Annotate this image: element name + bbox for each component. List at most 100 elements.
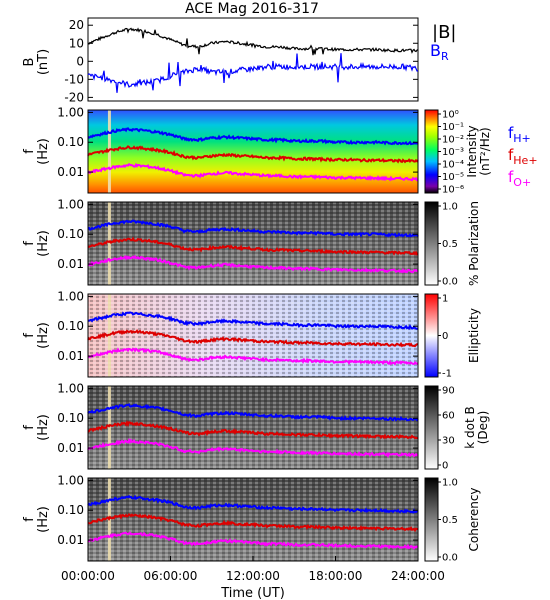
colorbar-tick-label: 0.0 (442, 553, 458, 564)
colorbar-tick-label: 10⁻⁵ (442, 172, 464, 183)
colorbar-tick-label: 0.5 (442, 239, 458, 250)
colorbar-tick-label: 60 (442, 411, 455, 422)
freq-line-o (87, 531, 419, 550)
f-tick-label: 1.00 (57, 289, 84, 303)
time-axis: 00:00:00 06:00:00 12:00:00 18:00:00 24:00:00 (61, 556, 445, 583)
spectrogram-background (88, 110, 418, 193)
legend-br: BR (430, 41, 449, 63)
f-tick-label: 0.01 (57, 533, 84, 547)
f-yunit: (Hz) (36, 414, 51, 441)
f-tick-label: 0.10 (57, 227, 84, 241)
legend-bmag: |B| (432, 22, 456, 43)
f-tick-label: 0.10 (57, 503, 84, 517)
f-ylabel: f (22, 241, 37, 246)
colorbar-tick-label: -1 (442, 369, 452, 380)
colorbar-tick-label: 0 (442, 461, 448, 472)
data-gap-stripe (107, 386, 111, 469)
colorbar-tick-label: 10⁻⁶ (442, 185, 464, 196)
colorbar-tick-label: 1.0 (442, 202, 458, 213)
b-tick-label: 0 (76, 54, 84, 68)
freq-line-he (87, 236, 419, 256)
freq-line-o (87, 347, 419, 366)
time-tick-label: 24:00:00 (391, 569, 445, 583)
colorbar-tick-label: 1.0 (442, 478, 458, 489)
colorbar (424, 477, 439, 562)
colorbar-label: % Polarization (467, 201, 481, 286)
freq-line-h (87, 311, 419, 331)
colorbar-label: k dot B (463, 406, 477, 448)
time-tick-label: 00:00:00 (61, 569, 115, 583)
b-panel-frame (87, 17, 419, 102)
freq-line-he (87, 329, 418, 348)
time-tick-label: 06:00:00 (144, 569, 198, 583)
colorbar-tick-label: 90 (442, 386, 455, 397)
colorbar-tick-label: 10⁻⁴ (442, 160, 464, 171)
colorbar-tick-label: 10⁻² (442, 135, 464, 146)
frequency-panel-3: 1.00 0.10 0.01 f (Hz) 1 0 -1 Ellipticity (22, 289, 481, 379)
f-tick-label: 0.10 (57, 319, 84, 333)
f-ylabel: f (22, 425, 37, 430)
spectrogram-texture (88, 202, 418, 285)
f-ylabel: f (22, 517, 37, 522)
colorbar-label: Ellipticity (467, 308, 481, 363)
f-yunit: (Hz) (36, 230, 51, 257)
f-yunit: (Hz) (36, 322, 51, 349)
f-yunit: (Hz) (36, 138, 51, 165)
colorbar (424, 293, 439, 378)
freq-line-o (87, 437, 419, 459)
freq-legend-item: fH+ (508, 124, 531, 145)
panel-frame (87, 109, 419, 194)
time-axis-label: Time (UT) (220, 586, 285, 600)
freq-legend-item: fO+ (508, 168, 531, 189)
colorbar-label: Intensity (465, 125, 479, 177)
freq-line-o (87, 254, 419, 274)
colorbar-tick-label: 0.5 (442, 515, 458, 526)
frequency-panel-5: 1.00 0.10 0.01 f (Hz) 1.0 0.5 0.0 Coherency (22, 473, 481, 563)
frequency-panel-2: 1.00 0.10 0.01 f (Hz) 1.0 0.5 0.0 % Polarization (22, 197, 481, 287)
colorbar-unit: (nT²/Hz) (478, 127, 492, 175)
colorbar-tick-label: 10⁰ (442, 110, 459, 121)
freq-line-he (87, 513, 419, 533)
freq-line-h (87, 219, 419, 238)
b-tick-label: 20 (69, 18, 84, 32)
f-tick-label: 0.10 (57, 411, 84, 425)
figure-title: ACE Mag 2016-317 (185, 1, 319, 17)
b-field-panel: 20 10 0 -10 -20 B (nT) |B| BR (22, 17, 456, 104)
freq-line-o (87, 162, 419, 182)
b-axis-ticks: 20 10 0 -10 -20 (64, 18, 418, 104)
colorbar-unit: (Deg) (476, 411, 490, 445)
f-tick-label: 0.01 (57, 257, 84, 271)
f-tick-label: 1.00 (57, 473, 84, 487)
colorbar-tick-label: 1 (442, 294, 448, 305)
f-tick-label: 0.01 (57, 165, 84, 179)
spectrogram-texture (88, 294, 418, 377)
colorbar-tick-label: 10⁻³ (442, 147, 464, 158)
data-gap-stripe (107, 110, 111, 193)
colorbar-tick-label: 0 (442, 331, 448, 342)
b-radial-line (87, 53, 419, 93)
f-ylabel: f (22, 333, 37, 338)
b-yunit: (nT) (36, 49, 51, 75)
frequency-panel-4: 1.00 0.10 0.01 f (Hz) 90 60 30 0 k dot B (Deg) (22, 381, 490, 471)
panel-frame (87, 293, 419, 378)
b-tick-label: -20 (64, 90, 84, 104)
b-magnitude-line (87, 27, 419, 56)
freq-line-h (87, 494, 419, 514)
colorbar (424, 201, 439, 286)
f-tick-label: 1.00 (57, 105, 84, 119)
colorbar (424, 109, 439, 194)
b-tick-label: 10 (69, 36, 84, 50)
f-tick-label: 1.00 (57, 197, 84, 211)
f-tick-label: 0.01 (57, 349, 84, 363)
spectrogram-texture (88, 386, 418, 469)
f-ylabel: f (22, 149, 37, 154)
freq-line-he (87, 145, 419, 164)
freq-legend-item: fHe+ (508, 146, 538, 167)
b-ylabel: B (22, 58, 37, 67)
colorbar-tick-label: 10⁻¹ (442, 122, 464, 133)
freq-line-h (87, 403, 419, 422)
colorbar-tick-label: 30 (442, 436, 455, 447)
panel-frame (87, 201, 419, 286)
